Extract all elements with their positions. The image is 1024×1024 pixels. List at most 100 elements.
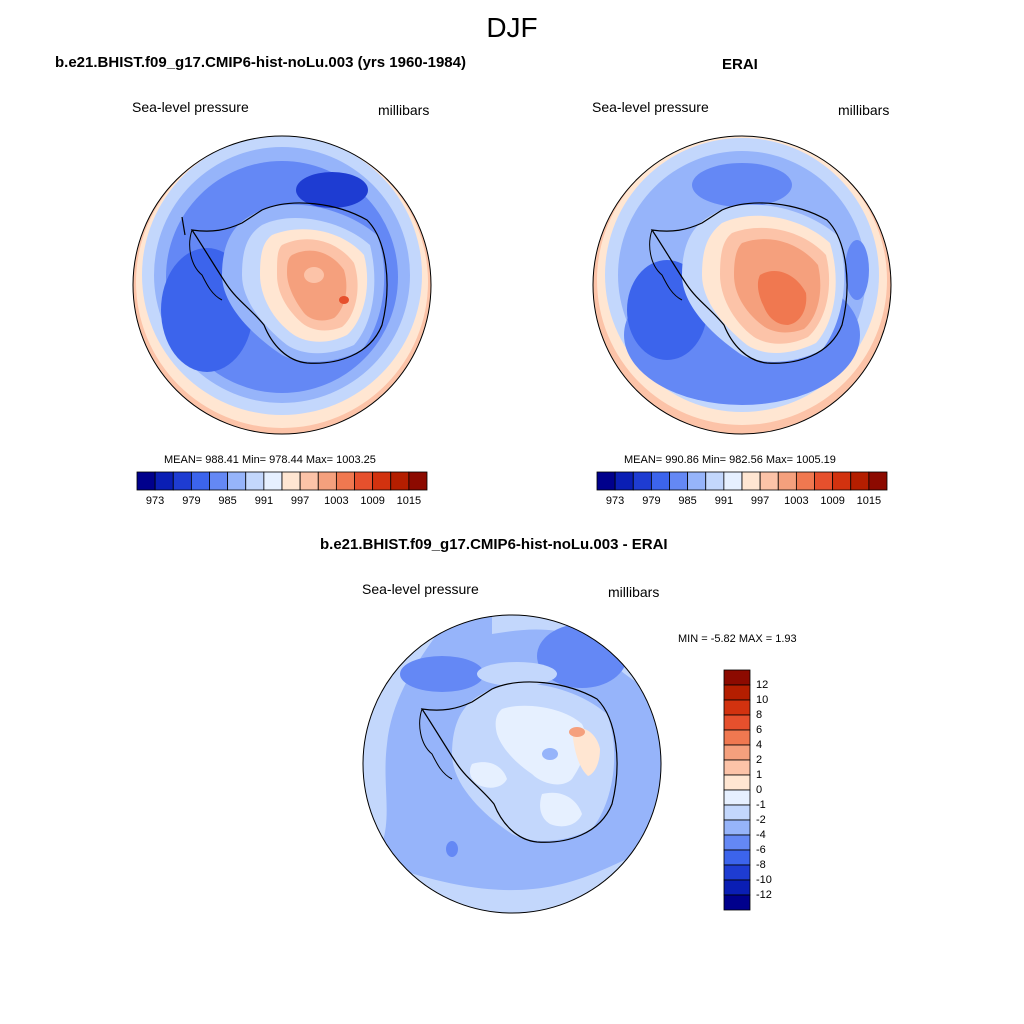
cbar1-label: 1015: [396, 495, 422, 507]
colorbar-swatch: [723, 714, 751, 731]
colorbar-swatch: [759, 471, 779, 491]
cbar2-label: 985: [678, 495, 697, 507]
cbar3-label: -12: [756, 889, 772, 901]
colorbar-swatch: [814, 471, 834, 491]
colorbar-swatch: [372, 471, 392, 491]
colorbar-swatch: [741, 471, 761, 491]
cbar3-label: 10: [756, 694, 769, 706]
cbar1-label: 979: [182, 495, 201, 507]
colorbar-swatch: [317, 471, 337, 491]
colorbar-swatch: [687, 471, 707, 491]
cbar3-label: -1: [756, 799, 766, 811]
cbar1-label: 1003: [324, 495, 349, 507]
cbar2-label: 991: [714, 495, 734, 507]
colorbar-swatch: [669, 471, 689, 491]
panel1-variable: Sea-level pressure: [132, 99, 249, 115]
colorbar-swatch: [596, 471, 616, 491]
cbar2-label: 979: [642, 495, 661, 507]
cbar3-label: 0: [756, 784, 763, 796]
colorbar-swatch: [723, 789, 751, 806]
colorbar-swatch: [723, 759, 751, 776]
colorbar-swatch: [723, 699, 751, 716]
colorbar-swatch: [335, 471, 355, 491]
colorbar-swatch: [723, 669, 751, 686]
colorbar-swatch: [723, 774, 751, 791]
cbar1-label: 997: [290, 495, 310, 507]
cbar3-label: 6: [756, 724, 763, 736]
panel3-units: millibars: [608, 584, 660, 600]
colorbar-swatch: [136, 471, 156, 491]
colorbar-swatch: [868, 471, 888, 491]
panel2-heading: ERAI: [722, 56, 758, 73]
panel2-polar-map: [592, 135, 892, 435]
cbar3-label: 12: [756, 679, 769, 691]
panel2-colorbar-labels: 973 979 985 991 997 1003 1009 1015: [597, 495, 887, 509]
panel3-colorbar-swatches: [723, 669, 751, 911]
colorbar-swatch: [832, 471, 852, 491]
panel2-colorbar-swatches: [596, 471, 888, 491]
panel3-colorbar-labels: 12 10 8 6 4 2 1 0 -1 -2 -4 -6 -8 -10 -12: [756, 670, 796, 910]
colorbar-swatch: [190, 471, 210, 491]
panel3-polar-map: [362, 614, 662, 914]
cbar3-label: 1: [756, 769, 763, 781]
colorbar-swatch: [723, 849, 751, 866]
cbar3-label: -8: [756, 859, 766, 871]
colorbar-swatch: [723, 834, 751, 851]
cbar2-label: 1003: [784, 495, 809, 507]
colorbar-swatch: [777, 471, 797, 491]
colorbar-swatch: [154, 471, 174, 491]
panel2-units: millibars: [838, 102, 890, 118]
panel2-stats: MEAN= 990.86 Min= 982.56 Max= 1005.19: [624, 454, 836, 466]
colorbar-swatch: [723, 744, 751, 761]
colorbar-swatch: [245, 471, 265, 491]
colorbar-swatch: [263, 471, 283, 491]
panel1-heading: b.e21.BHIST.f09_g17.CMIP6-hist-noLu.003 …: [55, 54, 466, 71]
panel3-colorbar: [723, 669, 751, 911]
panel3-variable: Sea-level pressure: [362, 581, 479, 597]
colorbar-swatch: [281, 471, 301, 491]
cbar1-label: 973: [145, 495, 165, 507]
colorbar-swatch: [723, 879, 751, 896]
cbar3-label: -6: [756, 844, 766, 856]
colorbar-swatch: [723, 819, 751, 836]
cbar2-label: 973: [605, 495, 625, 507]
colorbar-swatch: [299, 471, 319, 491]
colorbar-swatch: [723, 894, 751, 911]
colorbar-swatch: [227, 471, 247, 491]
colorbar-swatch: [209, 471, 229, 491]
figure-title: DJF: [486, 12, 538, 43]
cbar1-label: 991: [254, 495, 274, 507]
panel1-polar-map: [132, 135, 432, 435]
colorbar-swatch: [390, 471, 410, 491]
colorbar-swatch: [650, 471, 670, 491]
colorbar-swatch: [408, 471, 428, 491]
colorbar-swatch: [705, 471, 725, 491]
panel1-units: millibars: [378, 102, 430, 118]
panel1-stats: MEAN= 988.41 Min= 978.44 Max= 1003.25: [164, 454, 376, 466]
cbar3-label: 2: [756, 754, 763, 766]
colorbar-swatch: [723, 804, 751, 821]
cbar3-label: -4: [756, 829, 766, 841]
cbar3-label: 8: [756, 709, 763, 721]
cbar2-label: 1015: [856, 495, 882, 507]
colorbar-swatch: [723, 684, 751, 701]
panel1-colorbar-swatches: [136, 471, 428, 491]
colorbar-swatch: [632, 471, 652, 491]
cbar1-label: 1009: [360, 495, 385, 507]
colorbar-swatch: [354, 471, 374, 491]
panel2-variable: Sea-level pressure: [592, 99, 709, 115]
colorbar-swatch: [723, 864, 751, 881]
colorbar-swatch: [172, 471, 192, 491]
cbar2-label: 1009: [820, 495, 845, 507]
colorbar-swatch: [795, 471, 815, 491]
panel3-heading: b.e21.BHIST.f09_g17.CMIP6-hist-noLu.003 …: [320, 536, 668, 553]
colorbar-swatch: [723, 729, 751, 746]
panel1-colorbar: [136, 471, 428, 491]
colorbar-swatch: [850, 471, 870, 491]
cbar3-label: 4: [756, 739, 763, 751]
cbar3-label: -2: [756, 814, 766, 826]
colorbar-swatch: [614, 471, 634, 491]
cbar2-label: 997: [750, 495, 770, 507]
cbar1-label: 985: [218, 495, 237, 507]
panel2-colorbar: [596, 471, 888, 491]
